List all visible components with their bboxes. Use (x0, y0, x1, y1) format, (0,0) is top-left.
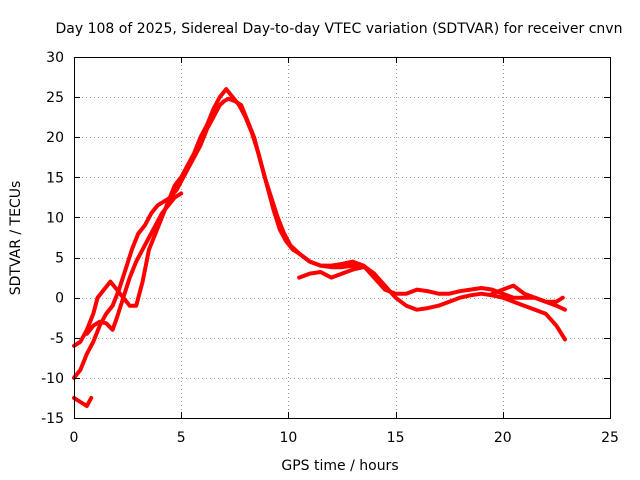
series-line-trace-5 (297, 265, 366, 280)
y-tick-label: 20 (46, 130, 64, 146)
x-tick-label: 0 (70, 430, 79, 446)
y-tick-label: -10 (41, 371, 64, 387)
x-tick-label: 5 (177, 430, 186, 446)
y-tick-label: 5 (55, 251, 64, 267)
series-line-trace-2 (72, 87, 565, 348)
x-tick-label: 10 (279, 430, 297, 446)
series-layer (72, 87, 567, 408)
x-tick-label: 15 (387, 430, 405, 446)
chart-title: Day 108 of 2025, Sidereal Day-to-day VTE… (56, 21, 623, 37)
y-axis-label: SDTVAR / TECUs (8, 181, 24, 296)
plot-frame (74, 57, 611, 419)
y-tick-label: 10 (46, 210, 64, 226)
series-line-trace-4 (84, 191, 184, 336)
y-tick-label: 30 (46, 50, 64, 66)
axis-ticks: 0 5 10 15 20 25 -15 -10 -5 0 5 10 15 20 25 30 (41, 50, 619, 446)
grid-lines (74, 57, 610, 418)
x-axis-label: GPS time / hours (281, 458, 398, 474)
y-tick-label: 25 (46, 90, 64, 106)
series-line-trace-3 (72, 395, 94, 408)
y-tick-label: -5 (50, 331, 64, 347)
x-tick-label: 25 (601, 430, 619, 446)
y-tick-label: -15 (41, 411, 64, 427)
series-line-trace-6 (490, 283, 567, 312)
y-tick-label: 15 (46, 170, 64, 186)
x-tick-label: 20 (494, 430, 512, 446)
y-tick-label: 0 (55, 291, 64, 307)
